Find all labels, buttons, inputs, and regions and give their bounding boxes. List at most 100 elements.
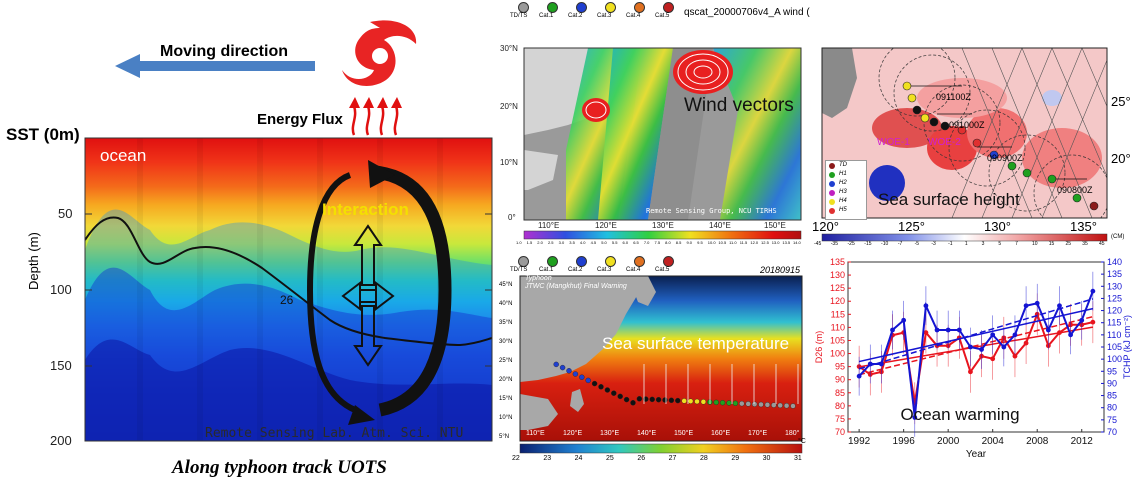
tchp-tick-90: 90 [1107, 378, 1117, 388]
ssh-track-point [957, 125, 967, 135]
d26-point [1023, 340, 1029, 346]
wind-cb-tick-24: 13.0 [771, 240, 780, 245]
wind-legend-dot-3 [605, 2, 616, 13]
sst-track-point [643, 396, 649, 402]
ssh-cb-tick-5: -7 [897, 241, 903, 247]
ssh-track-point [1089, 201, 1099, 211]
ssh-cb-tick-6: -5 [914, 241, 920, 247]
wind-cb-tick-1: 1.5 [526, 240, 533, 245]
sst-legend-dot-1 [547, 256, 558, 267]
year-tick-2008: 2008 [1026, 436, 1049, 447]
d26-tick-75: 75 [835, 414, 845, 424]
sst-track-point [655, 396, 662, 403]
ssh-cb-tick-9: 1 [964, 241, 968, 247]
sst-track-point [566, 368, 572, 374]
sst-track-point [700, 399, 707, 405]
year-tick-2000: 2000 [937, 436, 960, 447]
sst-xtick-1: 120°E [563, 430, 583, 437]
depth-axis-label: Depth (m) [26, 232, 41, 290]
sst-cb-tick-7: 29 [731, 455, 740, 462]
interaction-label: Interaction [322, 200, 409, 219]
ssh-track-point [902, 81, 912, 91]
wind-cb-tick-20: 11.0 [729, 240, 737, 245]
ssh-legend-label-4: H4 [839, 198, 847, 204]
wind-ytick-10n: 10°N [500, 158, 518, 167]
wind-xtick-140e: 140°E [709, 221, 731, 230]
ssh-legend-dot-5 [829, 208, 835, 214]
d26-line [858, 311, 1094, 404]
ssh-legend-label-5: H5 [839, 207, 847, 213]
sst-colorbar-unit: °C [798, 438, 806, 445]
sst-xtick-2: 130°E [600, 430, 620, 437]
wind-cb-tick-0: 1.0 [516, 240, 522, 245]
sst-track-point [636, 396, 643, 402]
wind-cb-tick-9: 5.5 [611, 240, 618, 245]
year-tick-2012: 2012 [1071, 436, 1094, 447]
wind-cb-tick-23: 12.5 [761, 240, 769, 245]
ssh-cb-tick-17: 45 [1099, 241, 1105, 247]
ssh-legend-dot-4 [829, 199, 835, 205]
wind-cb-tick-7: 4.5 [590, 240, 597, 245]
sst-ytick-1: 40°N [499, 301, 513, 307]
sst-track-point [726, 400, 732, 406]
tchp-point [1045, 327, 1051, 333]
tchp-point [979, 347, 984, 352]
d26-tick-85: 85 [835, 388, 845, 398]
year-tick-1996: 1996 [893, 436, 916, 447]
tchp-axis-label: TCHP (kJ cm⁻²) [1122, 315, 1132, 379]
d26-tick-110: 110 [831, 322, 845, 332]
sst-legend-label-0: TD/TS [510, 267, 528, 273]
upper-ocean-section-graphic: Remote Sensing Lab. Atm. Sci. NTU [84, 20, 493, 442]
sst-track-point [764, 402, 771, 408]
sst-subtitle-2: JTWC (Mangkhut) Final Warning [525, 283, 627, 290]
sst-legend-dot-0 [518, 256, 529, 267]
d26-tick-100: 100 [830, 349, 845, 359]
wind-cb-tick-21: 11.5 [739, 240, 748, 245]
sst-track-point [572, 371, 579, 377]
wake-label-1: WOE-1 [877, 137, 910, 148]
ssh-ytick-25: 25° [1111, 94, 1131, 109]
sst-track-point [630, 400, 636, 406]
tchp-point [1068, 332, 1074, 338]
ssh-typhoon-track [902, 81, 1099, 211]
ssh-legend: TD H1 H2 H3 H4 H5 [825, 160, 867, 220]
ssh-xtick-135: 135° [1070, 219, 1097, 234]
sst-category-legend: TD/TS Cat.1 Cat.2 Cat.3 Cat.4 Cat.5 [510, 256, 690, 278]
depth-tick-50: 50 [58, 206, 73, 221]
wind-cb-tick-18: 10.0 [707, 240, 716, 245]
d26-axis-label: D26 (m) [814, 331, 824, 364]
moving-direction-arrow [115, 54, 315, 78]
tchp-point [1079, 317, 1085, 323]
wind-cb-tick-2: 2.0 [537, 240, 543, 245]
sst-ytick-6: 15°N [499, 396, 513, 402]
sst-xtick-7: 180° [785, 430, 800, 437]
sst-track-point [611, 390, 617, 396]
sst-track-point [579, 374, 585, 380]
sst-xtick-6: 170°E [748, 430, 768, 437]
d26-point [1012, 353, 1018, 359]
sst-track-point [777, 402, 783, 409]
wind-cb-tick-13: 7.5 [654, 240, 661, 245]
sst-cb-tick-3: 25 [606, 455, 614, 462]
tchp-point [1090, 288, 1096, 294]
ssh-cb-tick-16: 35 [1082, 241, 1088, 247]
sst-cb-tick-6: 28 [700, 455, 708, 462]
wind-legend-dot-2 [576, 2, 587, 13]
ssh-cb-tick-0: -45 [814, 241, 822, 247]
wind-legend-dot-5 [663, 2, 674, 13]
ssh-cb-tick-12: 7 [1015, 241, 1018, 247]
sst-track-point [604, 387, 611, 393]
ssh-track-point [1022, 168, 1032, 178]
d26-tick-105: 105 [830, 335, 845, 345]
sst-cb-tick-0: 22 [512, 455, 520, 462]
ssh-cb-tick-13: 10 [1031, 241, 1038, 247]
sst-track-point [694, 398, 700, 405]
sst-lat-ticks: 45°N 40°N 35°N 30°N 25°N 20°N 15°N 10°N 5°N [498, 276, 520, 441]
tchp-tick-85: 85 [1107, 391, 1117, 401]
sst-cb-tick-4: 26 [637, 455, 646, 462]
sst-ytick-4: 25°N [499, 358, 513, 364]
d26-tick-90: 90 [835, 375, 845, 385]
sst-track-point [713, 399, 719, 406]
tchp-point [901, 317, 907, 323]
depth-tick-100: 100 [50, 282, 72, 297]
